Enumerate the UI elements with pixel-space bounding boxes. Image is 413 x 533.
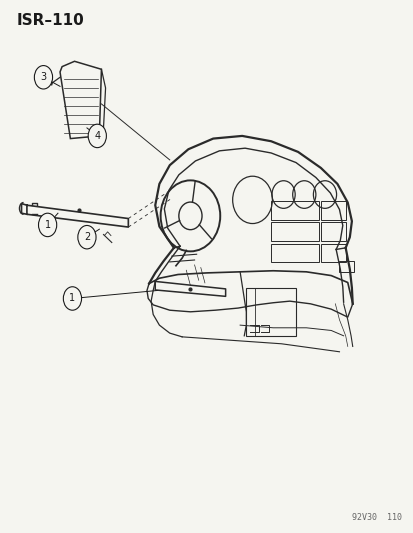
Text: ISR–110: ISR–110 bbox=[17, 13, 84, 28]
Circle shape bbox=[88, 124, 106, 148]
Circle shape bbox=[34, 66, 52, 89]
Circle shape bbox=[63, 287, 81, 310]
Circle shape bbox=[78, 225, 96, 249]
Text: 3: 3 bbox=[40, 72, 46, 82]
Text: 1: 1 bbox=[69, 294, 75, 303]
Text: 4: 4 bbox=[94, 131, 100, 141]
Text: 2: 2 bbox=[83, 232, 90, 242]
Circle shape bbox=[38, 213, 57, 237]
Text: 92V30  110: 92V30 110 bbox=[351, 513, 401, 522]
Text: 1: 1 bbox=[45, 220, 50, 230]
